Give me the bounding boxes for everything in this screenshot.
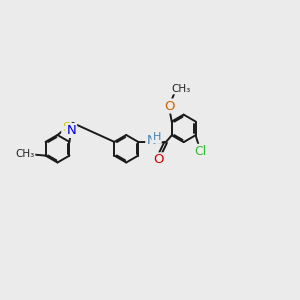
- Text: S: S: [62, 121, 71, 134]
- Text: H: H: [152, 132, 161, 142]
- Text: N: N: [146, 134, 156, 147]
- Text: CH₃: CH₃: [15, 149, 34, 159]
- Text: O: O: [164, 100, 175, 112]
- Text: Cl: Cl: [194, 145, 207, 158]
- Text: N: N: [66, 124, 76, 137]
- Text: O: O: [153, 153, 164, 167]
- Text: CH₃: CH₃: [172, 83, 191, 94]
